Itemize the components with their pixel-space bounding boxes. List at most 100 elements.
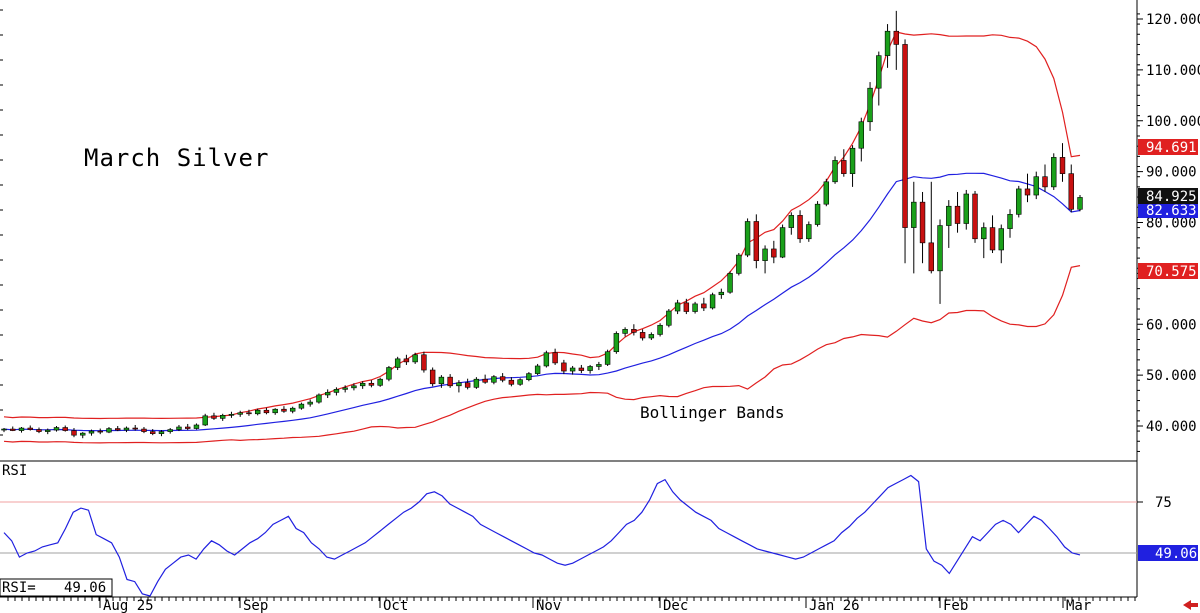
candle-body bbox=[1068, 173, 1074, 210]
candle-body bbox=[893, 30, 899, 45]
candle-body bbox=[744, 221, 751, 256]
candle-body bbox=[368, 382, 375, 386]
price-tag-upper-text: 94.691 bbox=[1146, 140, 1197, 156]
candle-body bbox=[578, 367, 585, 371]
candle-body bbox=[394, 358, 401, 368]
candle-body bbox=[946, 205, 952, 226]
price-axis-ticks: 120.000110.000100.00090.00080.00070.0006… bbox=[1137, 12, 1200, 452]
chart-title: March Silver bbox=[84, 144, 269, 172]
candle-body bbox=[727, 273, 733, 293]
candle-body bbox=[62, 427, 68, 431]
price-tick-label: 80.000 bbox=[1146, 216, 1197, 232]
candle-body bbox=[1007, 214, 1013, 229]
candle-body bbox=[806, 224, 812, 240]
candle-body bbox=[10, 428, 16, 431]
candle-body bbox=[902, 44, 908, 228]
rsi-readout-value: 49.06 bbox=[64, 580, 106, 596]
candle-body bbox=[403, 358, 410, 363]
candle-body bbox=[499, 376, 506, 381]
candle-body bbox=[193, 424, 200, 429]
candle-body bbox=[779, 227, 786, 258]
candle-body bbox=[246, 412, 252, 415]
bollinger-annotation: Bollinger Bands bbox=[640, 403, 785, 422]
candle-body bbox=[753, 221, 760, 261]
rsi-readout: RSI= 49.06 bbox=[0, 578, 113, 597]
candle-body bbox=[788, 215, 795, 228]
scroll-left-arrow-icon[interactable] bbox=[1183, 600, 1198, 610]
candle-body bbox=[972, 193, 978, 240]
candle-body bbox=[998, 228, 1004, 251]
candle-body bbox=[683, 302, 690, 312]
candle-body bbox=[919, 201, 926, 244]
candle-body bbox=[814, 203, 821, 225]
candle-body bbox=[254, 409, 261, 415]
candle-body bbox=[88, 430, 95, 434]
candle-body bbox=[937, 225, 943, 272]
candle-body bbox=[1033, 176, 1039, 196]
candle-body bbox=[106, 428, 112, 433]
candle-body bbox=[377, 378, 383, 386]
candle-body bbox=[123, 427, 130, 431]
candle-body bbox=[176, 426, 182, 430]
candle-body bbox=[263, 409, 270, 414]
candle-body bbox=[762, 248, 768, 261]
x-tick-label: Sep bbox=[243, 598, 268, 613]
candle-body bbox=[71, 430, 77, 436]
candle-body bbox=[429, 369, 436, 385]
x-tick-label: Mar bbox=[1066, 598, 1091, 613]
candle-body bbox=[228, 413, 235, 416]
candle-body bbox=[316, 394, 322, 403]
candle-body bbox=[185, 426, 191, 429]
price-tag-middle-text: 82.633 bbox=[1146, 203, 1197, 219]
candle-body bbox=[596, 364, 602, 367]
candle-body bbox=[333, 389, 340, 393]
candle-body bbox=[981, 227, 987, 240]
candle-body bbox=[307, 401, 313, 405]
price-tick-label: 100.000 bbox=[1146, 114, 1200, 130]
candle-body bbox=[1059, 157, 1066, 174]
candle-body bbox=[281, 408, 287, 412]
rsi-tag-text: 49.06 bbox=[1155, 546, 1197, 562]
candle-body bbox=[438, 376, 445, 385]
price-tag-last: 84.925 bbox=[1138, 188, 1198, 205]
x-axis-labels: Aug 25 Sep Oct Nov Dec Jan 26 Feb Mar bbox=[7, 597, 1136, 613]
candle-body bbox=[447, 376, 453, 387]
rsi-line bbox=[3, 474, 1081, 597]
candle-body bbox=[526, 373, 532, 381]
price-candles bbox=[1, 10, 1083, 439]
candle-body bbox=[421, 354, 427, 371]
candle-body bbox=[456, 382, 462, 387]
bollinger-lower-band bbox=[3, 265, 1081, 444]
candle-body bbox=[97, 430, 103, 433]
candle-body bbox=[884, 30, 891, 56]
candle-body bbox=[211, 415, 217, 419]
price-tag-lower-text: 70.575 bbox=[1146, 264, 1197, 280]
price-tick-label: 40.000 bbox=[1146, 419, 1197, 435]
candle-body bbox=[1, 428, 7, 431]
candle-body bbox=[657, 324, 663, 335]
candle-body bbox=[701, 303, 707, 309]
candle-body bbox=[1051, 157, 1057, 188]
rsi-tick-75: 75 bbox=[1155, 495, 1172, 511]
candle-body bbox=[36, 429, 42, 432]
candle-body bbox=[491, 376, 497, 383]
candle-body bbox=[18, 427, 25, 431]
candle-body bbox=[298, 403, 305, 409]
candle-body bbox=[1042, 176, 1048, 188]
candle-body bbox=[219, 415, 226, 419]
candle-body bbox=[53, 427, 60, 431]
candle-body bbox=[613, 333, 620, 353]
candle-body bbox=[386, 367, 392, 380]
candle-body bbox=[1016, 188, 1022, 215]
candle-body bbox=[771, 248, 777, 258]
candle-body bbox=[858, 121, 865, 149]
candle-body bbox=[832, 160, 838, 183]
candle-body bbox=[911, 201, 917, 228]
candle-body bbox=[359, 382, 366, 387]
candle-body bbox=[150, 431, 156, 434]
candle-body bbox=[1024, 188, 1031, 196]
price-tick-label: 60.000 bbox=[1146, 317, 1197, 333]
candle-body bbox=[963, 193, 969, 224]
candle-body bbox=[158, 431, 165, 434]
x-tick-label: Feb bbox=[943, 598, 968, 613]
